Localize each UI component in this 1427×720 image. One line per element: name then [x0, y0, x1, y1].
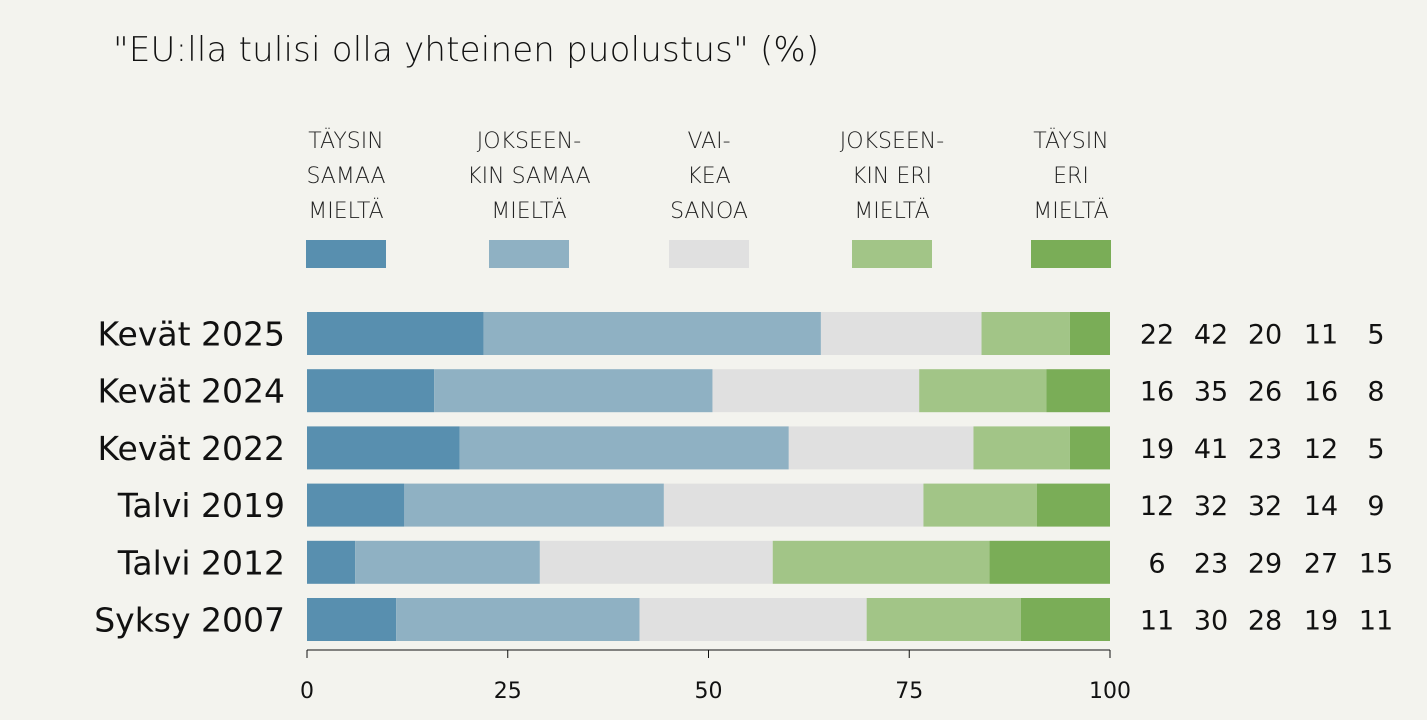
- value-label: 11: [1140, 606, 1174, 637]
- legend-label-line: MIELTÄ: [1033, 199, 1109, 224]
- value-label: 41: [1194, 434, 1228, 465]
- value-label: 22: [1140, 320, 1174, 351]
- value-label: 11: [1304, 320, 1338, 351]
- bar-segment: [1046, 369, 1110, 413]
- row-label: Kevät 2025: [98, 315, 285, 354]
- legend-label: TÄYSIN SAMAA MIELTÄ: [256, 124, 436, 229]
- value-label: 5: [1367, 434, 1384, 465]
- bar-segment: [404, 483, 664, 527]
- bar-segment: [973, 426, 1070, 470]
- chart-title: "EU:lla tulisi olla yhteinen puolustus" …: [113, 30, 820, 70]
- bar-segment: [459, 426, 789, 470]
- value-label: 23: [1248, 434, 1282, 465]
- value-label: 29: [1248, 548, 1282, 579]
- value-label: 16: [1304, 377, 1338, 408]
- row-label: Talvi 2019: [117, 486, 285, 525]
- legend-label: TÄYSIN ERI MIELTÄ: [981, 124, 1161, 229]
- value-label: 6: [1148, 548, 1165, 579]
- x-tick-label: 100: [1089, 679, 1131, 704]
- value-label: 20: [1248, 320, 1282, 351]
- bar-segment: [307, 483, 405, 527]
- bar-segment: [307, 312, 484, 355]
- bar-segment: [307, 598, 397, 641]
- value-label: 26: [1248, 377, 1282, 408]
- value-label: 16: [1140, 377, 1174, 408]
- legend-label-line: KIN ERI: [851, 164, 933, 189]
- bar-segment: [788, 426, 974, 470]
- bar-segment: [663, 483, 924, 527]
- value-label: 27: [1304, 548, 1338, 579]
- legend-label: JOKSEEN- KIN SAMAA MIELTÄ: [439, 124, 619, 229]
- bar-segment: [434, 369, 713, 413]
- value-label: 12: [1140, 491, 1174, 522]
- bar-segment: [712, 369, 920, 413]
- value-label: 42: [1194, 320, 1228, 351]
- value-label: 23: [1194, 548, 1228, 579]
- value-label: 8: [1367, 377, 1384, 408]
- bar-segment: [307, 369, 435, 413]
- bar-segment: [1069, 312, 1110, 355]
- value-label: 19: [1304, 606, 1338, 637]
- bar-segment: [307, 426, 460, 470]
- legend-label-line: JOKSEEN-: [476, 129, 582, 154]
- bar-segment: [919, 369, 1047, 413]
- bar-segment: [772, 540, 990, 584]
- bar-segment: [639, 598, 867, 641]
- legend-label-line: TÄYSIN: [308, 129, 384, 154]
- row-label: Talvi 2012: [117, 543, 285, 582]
- legend-label-line: MIELTÄ: [491, 199, 567, 224]
- legend-swatch: [489, 240, 569, 268]
- legend-label-line: VAI-: [687, 129, 731, 154]
- legend-swatch: [306, 240, 386, 268]
- bar-segment: [820, 312, 982, 355]
- x-tick-label: 0: [300, 679, 314, 704]
- x-tick-label: 50: [695, 679, 723, 704]
- value-label: 5: [1367, 320, 1384, 351]
- bar-segment: [355, 540, 540, 584]
- legend-swatch: [669, 240, 749, 268]
- x-tick-label: 75: [895, 679, 923, 704]
- bar-segment: [539, 540, 773, 584]
- value-label: 30: [1194, 606, 1228, 637]
- legend-label-line: TÄYSIN: [1033, 129, 1109, 154]
- bar-segment: [396, 598, 640, 641]
- legend-swatch: [1031, 240, 1111, 268]
- value-label: 19: [1140, 434, 1174, 465]
- legend-label-line: SANOA: [670, 199, 748, 224]
- row-label: Syksy 2007: [94, 601, 285, 640]
- legend-label-line: ERI: [1053, 164, 1089, 189]
- row-label: Kevät 2024: [98, 372, 285, 411]
- value-label: 32: [1248, 491, 1282, 522]
- x-tick-label: 25: [494, 679, 522, 704]
- bar-segment: [483, 312, 821, 355]
- value-label: 11: [1359, 606, 1393, 637]
- bar-segment: [981, 312, 1070, 355]
- value-label: 9: [1367, 491, 1384, 522]
- legend-swatch: [852, 240, 932, 268]
- value-label: 28: [1248, 606, 1282, 637]
- bar-segment: [989, 540, 1110, 584]
- value-label: 32: [1194, 491, 1228, 522]
- bar-segment: [923, 483, 1037, 527]
- legend-label-line: SAMAA: [306, 164, 386, 189]
- legend-label-line: KIN SAMAA: [467, 164, 591, 189]
- bar-segment: [866, 598, 1021, 641]
- value-label: 14: [1304, 491, 1338, 522]
- legend-label: VAI- KEA SANOA: [619, 124, 799, 229]
- bar-segment: [1069, 426, 1110, 470]
- value-label: 12: [1304, 434, 1338, 465]
- value-label: 35: [1194, 377, 1228, 408]
- legend-label-line: KEA: [687, 164, 731, 189]
- row-label: Kevät 2022: [98, 429, 285, 468]
- bar-segment: [1037, 483, 1110, 527]
- legend-label: JOKSEEN- KIN ERI MIELTÄ: [802, 124, 982, 229]
- bar-segment: [307, 540, 356, 584]
- legend-label-line: MIELTÄ: [308, 199, 384, 224]
- value-label: 15: [1359, 548, 1393, 579]
- legend-label-line: MIELTÄ: [854, 199, 930, 224]
- legend-label-line: JOKSEEN-: [839, 129, 945, 154]
- bar-segment: [1020, 598, 1110, 641]
